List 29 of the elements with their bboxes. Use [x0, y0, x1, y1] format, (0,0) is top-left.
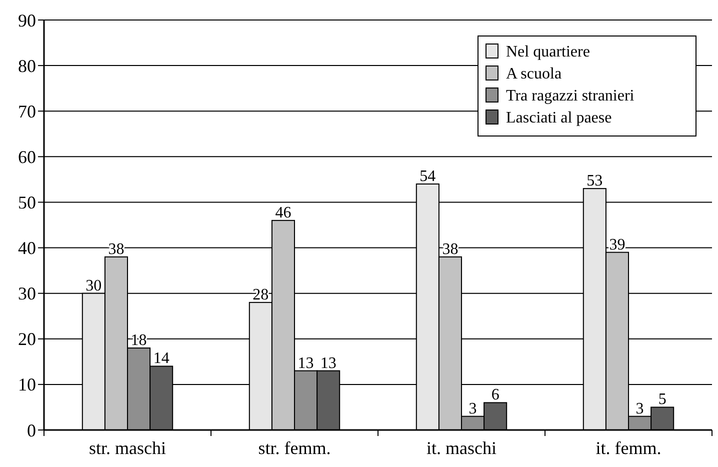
y-tick-label: 30: [18, 284, 36, 304]
y-tick-label: 80: [18, 56, 36, 76]
data-label: 46: [275, 204, 292, 222]
data-label: 3: [636, 400, 644, 418]
data-label: 53: [586, 172, 603, 190]
y-tick-label: 90: [18, 10, 36, 30]
y-tick-label: 0: [27, 420, 36, 440]
legend-label: Nel quartiere: [506, 44, 590, 61]
data-label: 13: [298, 354, 314, 372]
data-label: 30: [86, 277, 102, 294]
y-tick-label: 10: [18, 374, 36, 395]
y-tick-label: 40: [18, 238, 36, 258]
y-tick-label: 20: [18, 329, 36, 350]
data-label: 13: [320, 354, 336, 372]
data-label: 54: [420, 168, 436, 185]
y-tick-label: 60: [18, 146, 36, 167]
x-tick-label: it. femm.: [596, 438, 662, 458]
data-label: 14: [153, 350, 170, 368]
x-tick-label: str. maschi: [89, 438, 166, 458]
legend-label: Tra ragazzi stranieri: [506, 88, 635, 105]
y-tick-label: 50: [18, 192, 36, 213]
data-label: 6: [491, 386, 500, 404]
y-tick-label: 70: [18, 101, 36, 122]
x-tick-label: str. femm.: [258, 438, 331, 458]
data-label: 5: [658, 391, 666, 408]
legend-label: Lasciati al paese: [506, 110, 612, 127]
legend-label: A scuola: [506, 66, 562, 83]
x-tick-label: it. maschi: [426, 438, 496, 458]
data-label: 3: [468, 400, 477, 418]
